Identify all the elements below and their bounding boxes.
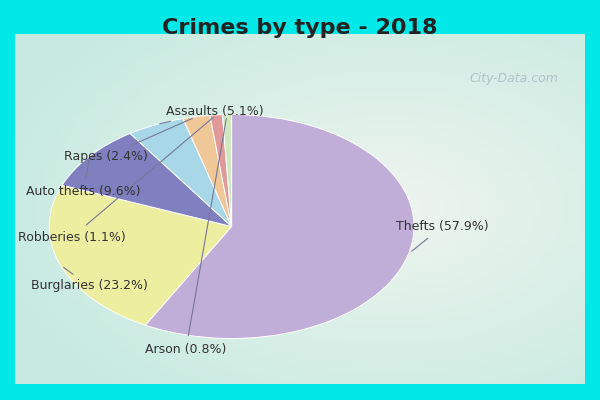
Wedge shape bbox=[62, 134, 232, 226]
Wedge shape bbox=[49, 185, 232, 325]
Text: Rapes (2.4%): Rapes (2.4%) bbox=[64, 118, 193, 163]
Text: Assaults (5.1%): Assaults (5.1%) bbox=[160, 104, 263, 124]
Text: Crimes by type - 2018: Crimes by type - 2018 bbox=[162, 18, 438, 38]
Text: Thefts (57.9%): Thefts (57.9%) bbox=[396, 220, 489, 251]
Wedge shape bbox=[210, 115, 232, 226]
Text: City-Data.com: City-Data.com bbox=[469, 72, 558, 85]
Text: Robberies (1.1%): Robberies (1.1%) bbox=[18, 118, 213, 244]
Wedge shape bbox=[183, 115, 232, 226]
Text: Auto thefts (9.6%): Auto thefts (9.6%) bbox=[26, 160, 140, 198]
Wedge shape bbox=[223, 114, 232, 226]
Text: Arson (0.8%): Arson (0.8%) bbox=[145, 119, 227, 356]
Wedge shape bbox=[130, 118, 232, 226]
Wedge shape bbox=[145, 114, 414, 338]
Text: Burglaries (23.2%): Burglaries (23.2%) bbox=[31, 267, 148, 292]
